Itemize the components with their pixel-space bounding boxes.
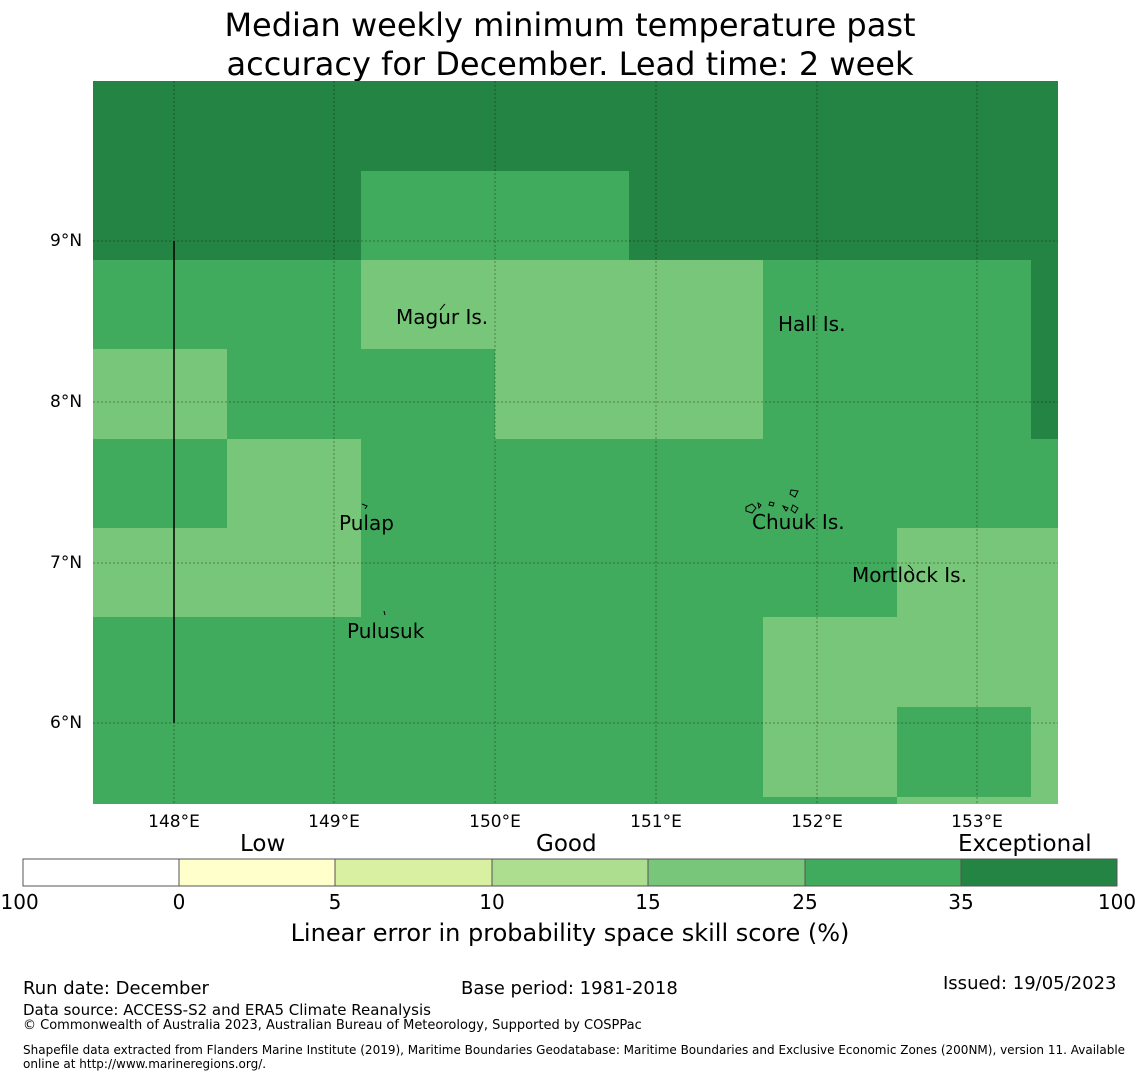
data-source: Data source: ACCESS-S2 and ERA5 Climate …: [23, 1001, 431, 1019]
shapefile-credit-line-2: online at http://www.marineregions.org/.: [23, 1057, 267, 1071]
lat-label-9n: 9°N: [50, 231, 83, 251]
lon-label-152e: 152°E: [791, 812, 843, 832]
shapefile-credit-line-1: Shapefile data extracted from Flanders M…: [23, 1043, 1126, 1057]
chuuk-island-outline: [745, 489, 799, 514]
place-label-pulusuk: Pulusuk: [347, 619, 425, 643]
legend-category-good: Good: [536, 831, 597, 857]
base-period: Base period: 1981-2018: [461, 978, 678, 999]
island-outlines: [361, 303, 914, 616]
colorbar-segment: [804, 858, 962, 887]
colorbar-segment: [491, 858, 649, 887]
colorbar-tick: 0: [172, 890, 186, 914]
copyright: © Commonwealth of Australia 2023, Austra…: [23, 1018, 642, 1033]
lat-label-7n: 7°N: [50, 553, 83, 573]
skill-cell: [897, 707, 1031, 797]
legend-category-low: Low: [240, 831, 286, 857]
place-label-mortlock: Mortlock Is.: [852, 563, 967, 587]
colorbar-segment: [178, 858, 336, 887]
colorbar-segment: [22, 858, 180, 887]
skill-cell: [361, 171, 629, 260]
colorbar-tick: 35: [948, 890, 974, 914]
pulap-island-outline: [361, 503, 368, 510]
magur-island-outline: [439, 303, 446, 311]
place-label-hall: Hall Is.: [778, 312, 846, 336]
place-label-chuuk: Chuuk Is.: [752, 510, 845, 534]
legend-category-exceptional: Exceptional: [958, 831, 1092, 857]
lon-label-149e: 149°E: [308, 812, 360, 832]
skill-cell: [361, 260, 495, 349]
lon-label-151e: 151°E: [630, 812, 682, 832]
issued-date: Issued: 19/05/2023: [943, 973, 1117, 994]
colorbar-axis-label: Linear error in probability space skill …: [290, 919, 850, 947]
lat-label-6n: 6°N: [50, 713, 83, 733]
run-date: Run date: December: [23, 978, 209, 999]
skill-cell: [93, 528, 361, 617]
skill-cell: [495, 260, 763, 439]
chart-title: Median weekly minimum temperature past a…: [0, 6, 1140, 84]
mortlock-island-outline: [907, 564, 914, 572]
skill-cell: [763, 617, 897, 797]
colorbar-tick: -100: [0, 890, 39, 914]
skill-cell: [227, 439, 361, 528]
lon-label-150e: 150°E: [469, 812, 521, 832]
colorbar-tick: 5: [328, 890, 342, 914]
pulusuk-island-outline: [383, 610, 386, 616]
skill-cell: [93, 349, 227, 439]
title-line-2: accuracy for December. Lead time: 2 week: [226, 45, 914, 83]
colorbar: [22, 858, 1118, 887]
skill-cell: [1031, 260, 1058, 439]
place-label-magur: Magur Is.: [396, 305, 489, 329]
lon-label-153e: 153°E: [951, 812, 1003, 832]
place-label-pulap: Pulap: [339, 511, 394, 535]
colorbar-tick: 100: [1097, 890, 1137, 914]
colorbar-tick: 15: [635, 890, 661, 914]
colorbar-segment: [960, 858, 1118, 887]
lat-label-8n: 8°N: [50, 392, 83, 412]
colorbar-tick: 10: [479, 890, 505, 914]
lon-label-148e: 148°E: [148, 812, 200, 832]
colorbar-segment: [647, 858, 806, 887]
colorbar-segment: [334, 858, 493, 887]
title-line-1: Median weekly minimum temperature past: [224, 6, 916, 44]
colorbar-tick: 25: [792, 890, 818, 914]
